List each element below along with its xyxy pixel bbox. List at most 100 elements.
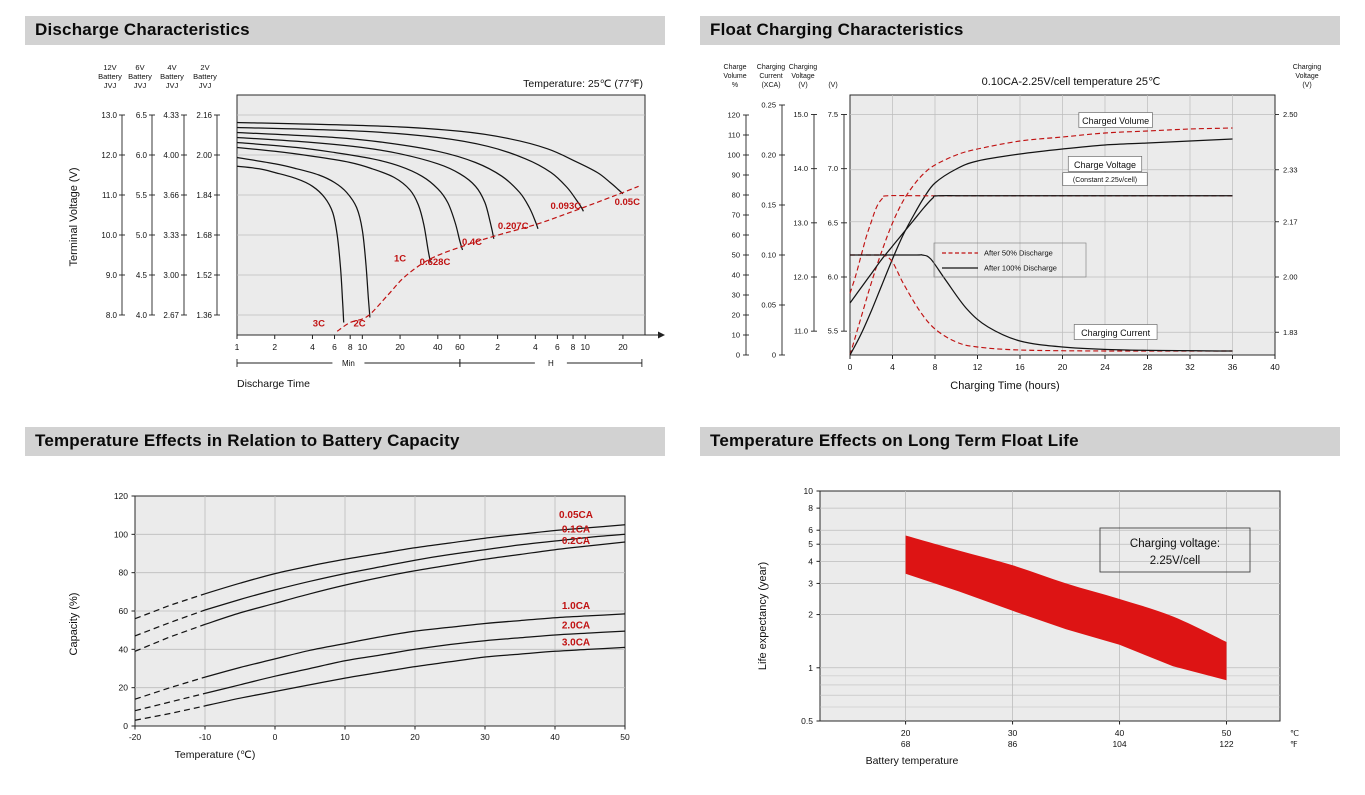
capacity-curve-3.0CA bbox=[204, 646, 626, 707]
svg-text:8: 8 bbox=[808, 503, 813, 513]
svg-text:3C: 3C bbox=[313, 318, 325, 329]
svg-text:Battery temperature: Battery temperature bbox=[866, 755, 959, 767]
svg-text:10: 10 bbox=[340, 732, 350, 742]
svg-text:After 50% Discharge: After 50% Discharge bbox=[984, 249, 1053, 258]
capacity-curve-1.0CA bbox=[204, 613, 626, 678]
svg-text:40: 40 bbox=[1270, 362, 1280, 372]
panel-discharge-characteristics: Discharge Characteristics 1 2 4 6 8 10 20 40 60 2… bbox=[25, 16, 665, 407]
svg-text:36: 36 bbox=[1228, 362, 1238, 372]
svg-text:Voltage: Voltage bbox=[791, 73, 814, 80]
svg-text:0.5: 0.5 bbox=[801, 716, 813, 726]
svg-text:0: 0 bbox=[736, 351, 740, 360]
svg-text:60: 60 bbox=[455, 342, 465, 352]
svg-text:Battery: Battery bbox=[128, 72, 152, 81]
svg-text:3.0CA: 3.0CA bbox=[562, 638, 590, 649]
right-axis: Charging Voltage (V) 1.83 2.00 2.17 2.33 2.50 bbox=[1275, 64, 1321, 337]
svg-text:2.25V/cell: 2.25V/cell bbox=[1150, 555, 1201, 567]
svg-text:4: 4 bbox=[890, 362, 895, 372]
svg-text:3.00: 3.00 bbox=[163, 271, 179, 280]
svg-text:6.5: 6.5 bbox=[136, 111, 148, 120]
capacity-curve-2.0CA-dashed bbox=[134, 692, 206, 712]
svg-text:1.0CA: 1.0CA bbox=[562, 601, 590, 612]
svg-text:2.00: 2.00 bbox=[196, 151, 212, 160]
capacity-curve-0.1CA bbox=[204, 533, 626, 611]
svg-text:1.83: 1.83 bbox=[1283, 328, 1298, 337]
svg-text:12: 12 bbox=[973, 362, 983, 372]
svg-text:12.0: 12.0 bbox=[793, 273, 808, 282]
svg-text:6: 6 bbox=[808, 525, 813, 535]
svg-text:40: 40 bbox=[732, 271, 740, 280]
section-title-bar-float-life: Temperature Effects on Long Term Float L… bbox=[700, 427, 1340, 456]
svg-text:0.2CA: 0.2CA bbox=[562, 536, 590, 547]
svg-text:68: 68 bbox=[901, 739, 911, 749]
svg-text:50: 50 bbox=[1222, 728, 1232, 738]
life-expectancy-band bbox=[905, 535, 1227, 681]
svg-text:0: 0 bbox=[273, 732, 278, 742]
svg-text:-10: -10 bbox=[199, 732, 212, 742]
svg-text:6V: 6V bbox=[135, 63, 144, 72]
capacity-curve-0.2CA bbox=[204, 541, 626, 625]
svg-text:4.00: 4.00 bbox=[163, 151, 179, 160]
left-axis-columns: Charge Volume% 0 10 20 30 40 50 60 70 80 90 100 110 12… bbox=[723, 64, 847, 360]
svg-text:8: 8 bbox=[571, 342, 576, 352]
capacity-curve-0.05CA-dashed bbox=[134, 593, 206, 620]
svg-text:13.0: 13.0 bbox=[101, 111, 117, 120]
discharge-curve-0.4C bbox=[236, 136, 495, 239]
discharge-curve-0.628C bbox=[236, 141, 464, 251]
svg-text:4V: 4V bbox=[167, 63, 176, 72]
svg-text:7.0: 7.0 bbox=[828, 164, 838, 173]
x-axis: 0 4 8 12 16 20 24 28 32 36 40 Charging Time (hours) bbox=[848, 355, 1280, 392]
svg-text:5.0: 5.0 bbox=[136, 231, 148, 240]
svg-text:Charging: Charging bbox=[789, 64, 818, 71]
y-axis: 0.5 1 2 3 4 5 6 8 10 Life expectancy (year) bbox=[757, 486, 820, 726]
rate-labels: 3C 2C 1C 0.628C 0.4C 0.207C 0.093C 0.05C bbox=[313, 197, 640, 329]
svg-text:3.66: 3.66 bbox=[163, 191, 179, 200]
svg-text:After 100% Discharge: After 100% Discharge bbox=[984, 264, 1057, 273]
section-title-discharge: Discharge Characteristics bbox=[35, 20, 250, 39]
svg-text:14.0: 14.0 bbox=[793, 164, 808, 173]
svg-text:122: 122 bbox=[1219, 739, 1233, 749]
svg-text:2.00: 2.00 bbox=[1283, 273, 1298, 282]
svg-text:0.15: 0.15 bbox=[761, 201, 776, 210]
svg-text:Charging voltage:: Charging voltage: bbox=[1130, 538, 1220, 550]
svg-text:Terminal Voltage (V): Terminal Voltage (V) bbox=[68, 167, 80, 266]
discharge-curves bbox=[236, 121, 624, 323]
svg-text:Charge Voltage: Charge Voltage bbox=[1074, 160, 1136, 170]
svg-text:10: 10 bbox=[732, 331, 740, 340]
svg-text:40: 40 bbox=[433, 342, 443, 352]
svg-text:Battery: Battery bbox=[98, 72, 122, 81]
capacity-curve-0.05CA bbox=[204, 524, 626, 595]
section-title-bar-float-charging: Float Charging Characteristics bbox=[700, 16, 1340, 45]
svg-text:0.10CA-2.25V/cell temperature: 0.10CA-2.25V/cell temperature 25℃ bbox=[982, 76, 1161, 88]
svg-text:H: H bbox=[548, 359, 554, 368]
svg-text:℃: ℃ bbox=[1290, 729, 1299, 738]
svg-text:Charging: Charging bbox=[757, 64, 786, 71]
svg-text:0: 0 bbox=[772, 351, 776, 360]
svg-text:104: 104 bbox=[1112, 739, 1126, 749]
svg-text:6.5: 6.5 bbox=[828, 218, 838, 227]
svg-text:6: 6 bbox=[332, 342, 337, 352]
svg-text:2V: 2V bbox=[200, 63, 209, 72]
discharge-curve-2C bbox=[236, 156, 371, 318]
svg-text:JVJ: JVJ bbox=[134, 81, 147, 90]
svg-text:10: 10 bbox=[580, 342, 590, 352]
svg-text:Voltage: Voltage bbox=[1295, 73, 1318, 80]
x-axis: 1 2 4 6 8 10 20 40 60 2 4 6 8 10 20 Min H Discharge Time bbox=[235, 331, 665, 390]
svg-text:Charged Volume: Charged Volume bbox=[1082, 116, 1149, 126]
charging-current-after-100 bbox=[850, 254, 1233, 352]
capacity-curve-2.0CA bbox=[204, 630, 626, 695]
section-title-bar-discharge: Discharge Characteristics bbox=[25, 16, 665, 45]
svg-text:40: 40 bbox=[550, 732, 560, 742]
svg-text:Life expectancy (year): Life expectancy (year) bbox=[757, 562, 769, 670]
svg-text:0.20: 0.20 bbox=[761, 151, 776, 160]
svg-text:50: 50 bbox=[620, 732, 630, 742]
svg-text:30: 30 bbox=[732, 291, 740, 300]
svg-text:20: 20 bbox=[395, 342, 405, 352]
svg-text:2.50: 2.50 bbox=[1283, 110, 1298, 119]
svg-text:2.33: 2.33 bbox=[1283, 165, 1298, 174]
svg-text:5: 5 bbox=[808, 539, 813, 549]
svg-text:40: 40 bbox=[1115, 728, 1125, 738]
